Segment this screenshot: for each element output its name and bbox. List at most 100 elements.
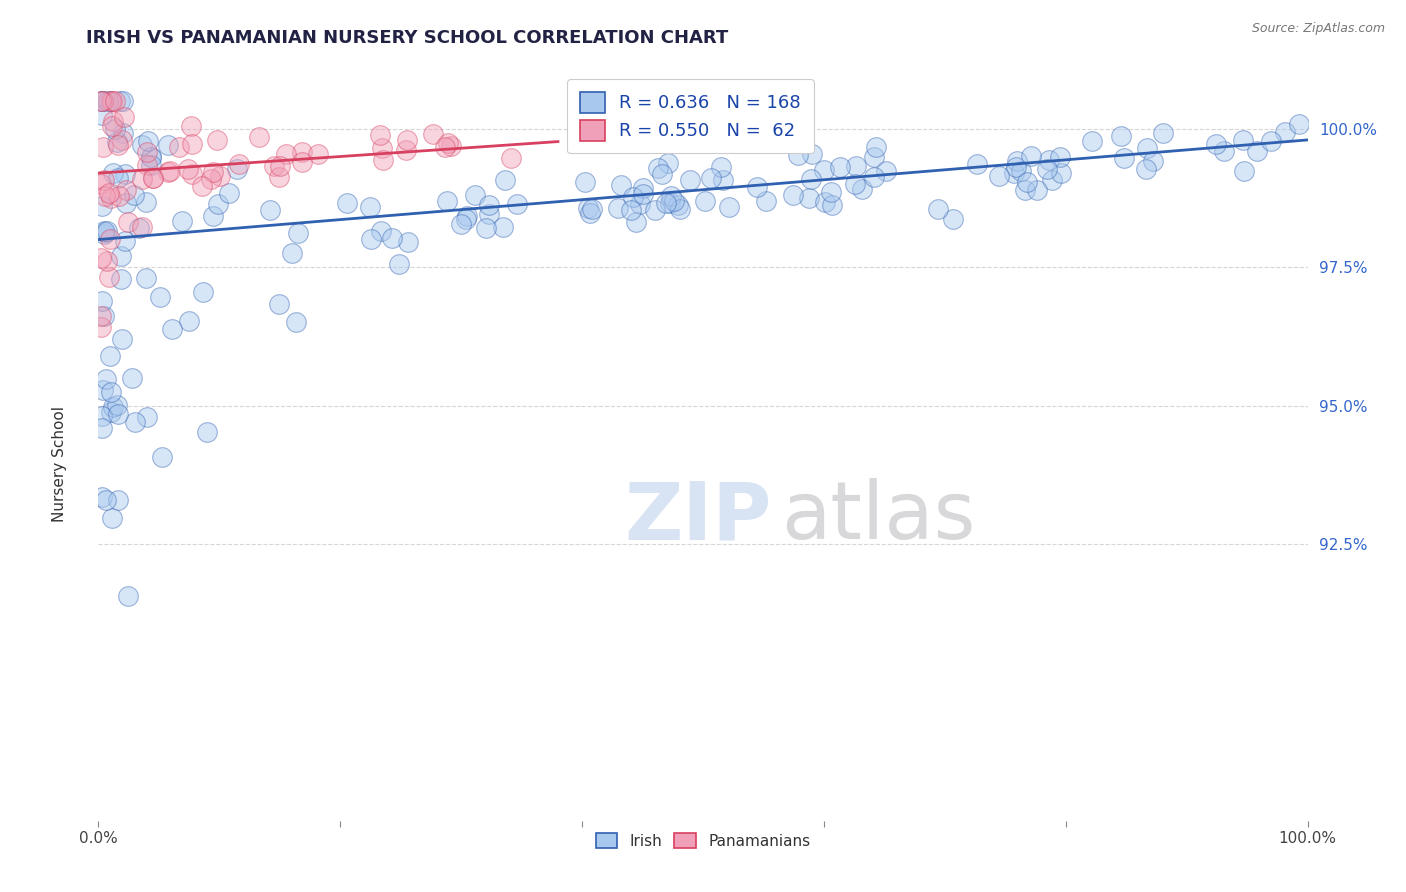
Point: [1002, 166, 1025, 180]
Text: Source: ZipAtlas.com: Source: ZipAtlas.com: [1251, 22, 1385, 36]
Point: [205, 133, 228, 147]
Point: [91, 94, 114, 108]
Point: [90, 309, 112, 323]
Point: [172, 214, 194, 228]
Point: [136, 410, 159, 425]
Point: [478, 198, 501, 212]
Point: [90, 177, 112, 191]
Point: [437, 136, 460, 150]
Point: [91, 94, 114, 108]
Point: [150, 450, 173, 464]
Point: [633, 187, 655, 202]
Point: [578, 205, 600, 219]
Point: [576, 201, 599, 215]
Point: [207, 196, 229, 211]
Point: [1049, 150, 1071, 164]
Point: [91, 294, 114, 309]
Point: [1274, 125, 1296, 139]
Point: [644, 202, 666, 217]
Point: [966, 157, 988, 171]
Point: [647, 161, 669, 176]
Point: [927, 202, 949, 217]
Point: [200, 172, 222, 186]
Point: [495, 173, 517, 187]
Point: [156, 138, 179, 153]
Point: [800, 146, 823, 161]
Point: [141, 158, 163, 172]
Point: [284, 315, 307, 329]
Point: [131, 137, 153, 152]
Point: [782, 188, 804, 202]
Point: [105, 135, 128, 149]
Point: [93, 227, 115, 241]
Point: [360, 232, 382, 246]
Point: [105, 398, 128, 412]
Point: [381, 231, 404, 245]
Point: [110, 332, 132, 346]
Point: [1112, 151, 1135, 165]
Point: [131, 172, 153, 186]
Point: [388, 256, 411, 270]
Point: [477, 207, 499, 221]
Point: [101, 114, 124, 128]
Point: [269, 169, 291, 184]
Point: [371, 153, 394, 167]
Point: [506, 196, 529, 211]
Point: [1081, 135, 1104, 149]
Point: [1040, 173, 1063, 187]
Point: [287, 226, 309, 240]
Point: [658, 195, 681, 210]
Point: [91, 94, 114, 108]
Point: [475, 220, 498, 235]
Point: [1017, 175, 1039, 189]
Point: [1213, 144, 1236, 158]
Point: [110, 272, 132, 286]
Point: [93, 224, 115, 238]
Text: ZIP: ZIP: [624, 478, 772, 557]
Text: atlas: atlas: [782, 478, 976, 557]
Point: [136, 145, 159, 159]
Point: [1014, 183, 1036, 197]
Point: [626, 215, 648, 229]
Point: [209, 169, 232, 183]
Point: [228, 156, 250, 170]
Point: [91, 140, 114, 154]
Point: [135, 195, 157, 210]
Point: [942, 212, 965, 227]
Point: [103, 400, 125, 414]
Point: [179, 314, 201, 328]
Point: [269, 159, 291, 173]
Point: [94, 225, 117, 239]
Point: [180, 120, 202, 134]
Point: [291, 155, 314, 169]
Point: [195, 425, 218, 439]
Point: [104, 94, 127, 108]
Point: [142, 171, 165, 186]
Point: [574, 175, 596, 189]
Point: [395, 143, 418, 157]
Point: [91, 94, 114, 108]
Point: [191, 178, 214, 193]
Point: [176, 161, 198, 176]
Point: [112, 110, 135, 124]
Point: [96, 493, 118, 508]
Point: [108, 189, 131, 203]
Point: [650, 167, 672, 181]
Point: [863, 169, 886, 184]
Point: [98, 350, 121, 364]
Point: [370, 224, 392, 238]
Point: [139, 150, 162, 164]
Point: [456, 209, 478, 223]
Point: [1232, 133, 1254, 147]
Point: [454, 212, 477, 227]
Point: [131, 220, 153, 235]
Point: [91, 409, 114, 423]
Point: [114, 167, 136, 181]
Point: [115, 182, 138, 196]
Point: [162, 322, 184, 336]
Point: [110, 249, 132, 263]
Point: [875, 164, 897, 178]
Point: [666, 198, 689, 212]
Point: [117, 215, 139, 229]
Point: [91, 383, 114, 397]
